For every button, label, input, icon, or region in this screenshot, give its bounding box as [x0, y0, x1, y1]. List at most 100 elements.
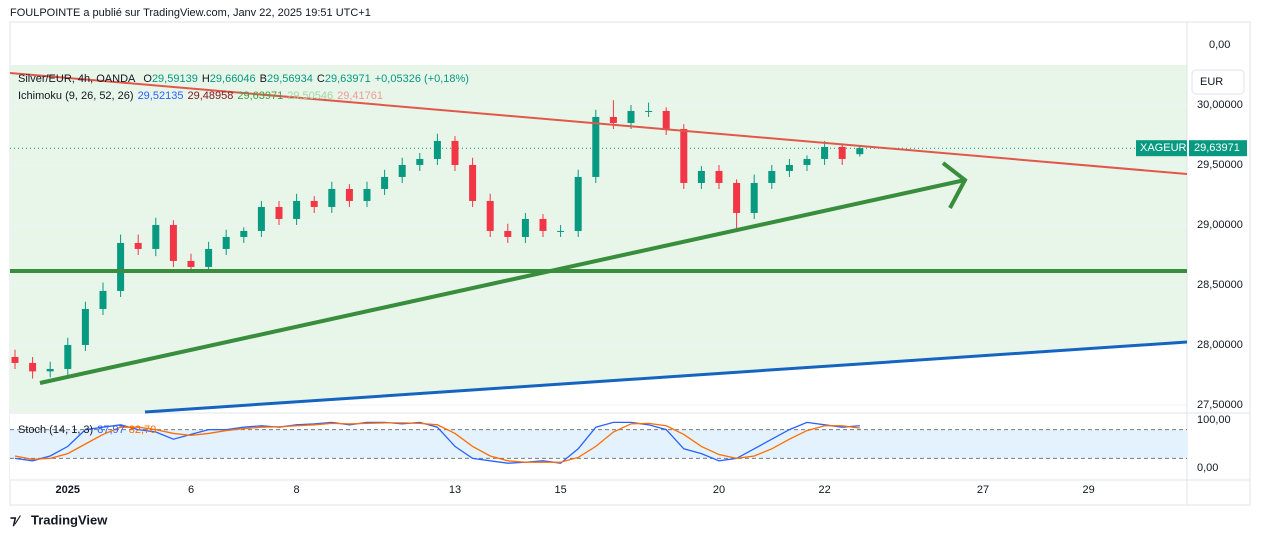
channel-bottom: [144, 340, 1188, 414]
x-tick-label: 15: [554, 484, 566, 496]
ohlc-value: 29,66046: [210, 73, 256, 85]
y-tick-label: 30,00000: [1197, 99, 1243, 111]
x-tick-label: 2025: [56, 484, 80, 496]
resistance-line: [9, 72, 1188, 175]
candle-body: [803, 158, 811, 165]
ohlc-key: B: [260, 73, 267, 85]
price-tag: 29,63971: [1194, 142, 1240, 154]
candle-body: [64, 344, 72, 369]
candle-body: [451, 140, 459, 165]
price-tag-bg: [1189, 140, 1247, 157]
x-tick-label: 22: [818, 484, 830, 496]
candle-body: [627, 110, 635, 123]
stoch-tick-label: 100,00: [1197, 414, 1231, 426]
candle-body: [46, 368, 54, 372]
symbol-tag-bg: [1136, 140, 1187, 157]
ohlc-key: H: [202, 73, 210, 85]
stoch-line: [14, 421, 860, 464]
x-tick-label: 8: [294, 484, 300, 496]
ichimoku-value: 29,41761: [337, 90, 383, 102]
y-tick-label: 28,00000: [1197, 339, 1243, 351]
candle-body: [662, 110, 670, 129]
candle-body: [750, 182, 758, 213]
candle-body: [29, 362, 37, 372]
symbol-title: Silver/EUR, 4h, OANDA: [18, 73, 136, 85]
candle-body: [169, 224, 177, 261]
candle-body: [838, 146, 846, 159]
candle-body: [697, 170, 705, 183]
candle-body: [11, 356, 19, 363]
ichimoku-value: 29,63971: [237, 90, 283, 102]
candle-body: [345, 188, 353, 201]
candle-body: [240, 230, 248, 237]
candle-body: [187, 260, 195, 267]
candle-body: [856, 148, 864, 155]
candle-body: [117, 242, 125, 291]
candle-body: [293, 200, 301, 219]
ichimoku-name: Ichimoku (9, 26, 52, 26): [18, 90, 134, 102]
ohlc-value: +0,05326 (+0,18%): [375, 73, 469, 85]
candle-body: [574, 176, 582, 231]
candle-body: [99, 290, 107, 309]
candle-body: [134, 242, 142, 249]
ohlc-value: 29,59139: [152, 73, 198, 85]
candle-body: [310, 200, 318, 207]
candle-body: [152, 224, 160, 249]
candle-body: [609, 116, 617, 123]
candle-body: [768, 170, 776, 183]
candle-body: [328, 188, 336, 207]
arrow-head: [941, 161, 968, 209]
stoch-line: [14, 422, 860, 463]
x-tick-label: 13: [449, 484, 461, 496]
x-tick-label: 27: [977, 484, 989, 496]
candle-body: [785, 164, 793, 171]
stoch-tick-label: 0,00: [1197, 462, 1218, 474]
candle-body: [521, 218, 529, 237]
candle-body: [81, 308, 89, 345]
candle-body: [539, 218, 547, 231]
candle-body: [433, 140, 441, 159]
stoch-d: 82,70: [129, 424, 157, 436]
candle-body: [592, 116, 600, 177]
ichimoku-value: 29,48958: [187, 90, 233, 102]
ohlc-key: C: [317, 73, 325, 85]
x-tick-label: 29: [1082, 484, 1094, 496]
candle-body: [715, 170, 723, 183]
brand-logo: ⁊∕: [10, 512, 21, 527]
ohlc-value: 29,56934: [267, 73, 313, 85]
candle-body: [381, 176, 389, 189]
candle-body: [363, 188, 371, 201]
ohlc-key: O: [143, 73, 152, 85]
candle-body: [257, 206, 265, 231]
stoch-k: 87,97: [97, 424, 125, 436]
candle-body: [486, 200, 494, 231]
top-scale-label: 0,00: [1209, 39, 1230, 51]
candle-body: [504, 230, 512, 237]
candle-body: [733, 182, 741, 213]
currency-button[interactable]: [1191, 69, 1245, 95]
header: FOULPOINTE a publié sur TradingView.com,…: [10, 7, 371, 19]
y-tick-label: 29,50000: [1197, 159, 1243, 171]
candle-body: [645, 110, 653, 112]
ichimoku-value: 29,52135: [138, 90, 184, 102]
y-tick-label: 29,00000: [1197, 219, 1243, 231]
y-tick-label: 28,50000: [1197, 279, 1243, 291]
candle-body: [205, 248, 213, 267]
candle-body: [557, 230, 565, 232]
candle-body: [821, 146, 829, 159]
candle-body: [398, 164, 406, 177]
y-tick-label: 27,50000: [1197, 399, 1243, 411]
support-line: [39, 178, 966, 385]
candle-body: [222, 236, 230, 249]
x-tick-label: 20: [713, 484, 725, 496]
ohlc-value: 29,63971: [325, 73, 371, 85]
x-tick-label: 6: [188, 484, 194, 496]
candle-body: [275, 206, 283, 219]
symbol-tag: XAGEUR: [1140, 142, 1187, 154]
brand: TradingView: [31, 512, 108, 527]
ichimoku-value: 29,50546: [287, 90, 333, 102]
currency[interactable]: EUR: [1200, 76, 1223, 88]
stoch-name: Stoch (14, 1, 3): [18, 424, 93, 436]
candle-body: [416, 158, 424, 165]
